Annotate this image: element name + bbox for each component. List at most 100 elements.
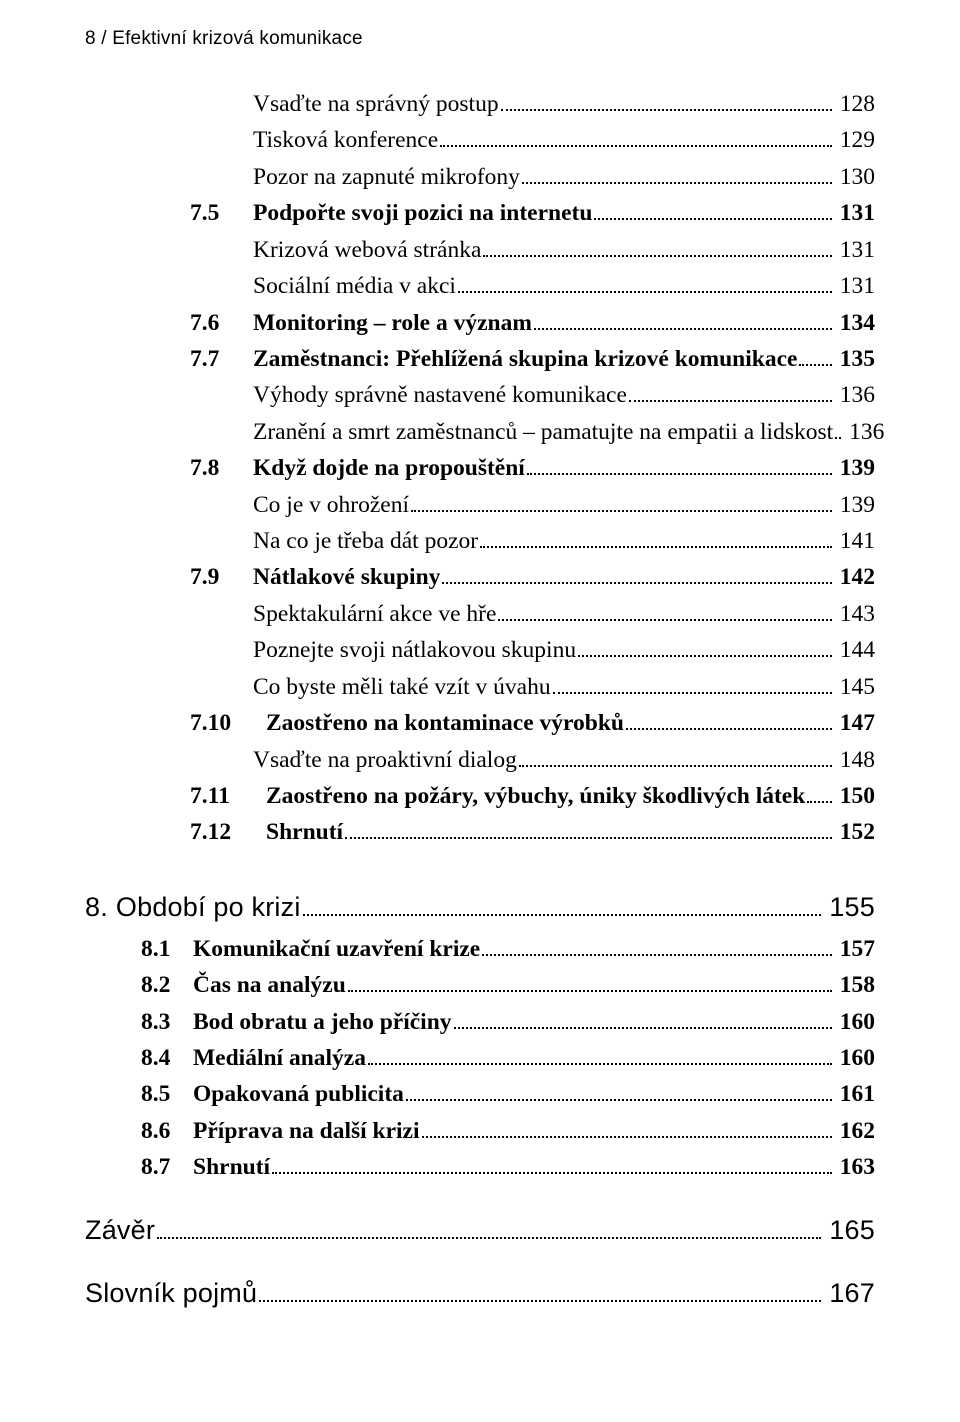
toc-leader [483,242,831,257]
toc-leader [348,977,832,992]
toc-page: 136 [836,377,875,413]
toc-title: Komunikační uzavření krize [193,931,480,967]
toc-page: 157 [836,931,875,967]
toc-leader [527,460,832,475]
toc-number: 8.6 [141,1113,193,1149]
toc-page: 128 [836,86,875,122]
toc-leader [626,715,832,730]
toc-leader [501,96,832,111]
toc-title: Vsaďte na proaktivní dialog [253,742,517,778]
toc-title: Zaměstnanci: Přehlížená skupina krizové … [253,341,797,377]
toc-entry: Co byste měli také vzít v úvahu 145 [85,669,875,705]
toc-leader [799,351,831,366]
toc-page: 129 [836,122,875,158]
running-header: 8 / Efektivní krizová komunikace [85,28,875,50]
toc-title: Nátlakové skupiny [253,559,440,595]
toc-title: Když dojde na propouštění [253,450,525,486]
toc-leader [519,752,832,767]
toc-page: 165 [825,1212,875,1250]
toc-title: Shrnutí [193,1149,270,1185]
toc-page: 131 [836,232,875,268]
toc-leader [458,278,832,293]
toc-title: Podpořte svoji pozici na internetu [253,195,592,231]
toc-page: 145 [836,669,875,705]
toc-leader [442,570,831,585]
toc-number: 8.1 [141,931,193,967]
toc-leader [594,205,831,220]
toc-page: 155 [825,889,875,927]
toc-number: 7.8 [190,450,253,486]
toc-entry: 7.9Nátlakové skupiny 142 [85,559,875,595]
toc-page: 135 [836,341,875,377]
toc-leader [157,1222,821,1239]
toc-leader [482,941,832,956]
toc-number: 8.4 [141,1040,193,1076]
toc-page: 167 [825,1275,875,1313]
toc-number: 7.11 [190,778,266,814]
toc-title: Zaostřeno na požáry, výbuchy, úniky škod… [266,778,805,814]
toc-entry: 8.1Komunikační uzavření krize 157 [85,931,875,967]
toc-leader [629,387,832,402]
toc-leader [259,1286,821,1303]
toc-page: 152 [836,814,875,850]
document-page: 8 / Efektivní krizová komunikace Vsaďte … [0,0,960,1422]
toc-entry: 7.6Monitoring – role a význam134 [85,305,875,341]
toc-entry: Vsaďte na správný postup 128 [85,86,875,122]
toc-entry: Sociální média v akci131 [85,268,875,304]
toc-page: 162 [836,1113,875,1149]
toc-entry: Poznejte svoji nátlakovou skupinu 144 [85,632,875,668]
toc-title: Krizová webová stránka [253,232,481,268]
toc-page: 144 [836,632,875,668]
toc-number: 7.5 [190,195,253,231]
toc-entry: 8.6Příprava na další krizi162 [85,1113,875,1149]
toc-leader [578,642,832,657]
toc-entry: Závěr165 [85,1212,875,1250]
toc-title: Zranění a smrt zaměstnanců – pamatujte n… [253,414,833,450]
toc-entry: Tisková konference 129 [85,122,875,158]
toc-title: Poznejte svoji nátlakovou skupinu [253,632,576,668]
toc-leader [807,788,831,803]
toc-page: 142 [836,559,875,595]
toc-number: 8.2 [141,967,193,1003]
toc-title: Na co je třeba dát pozor [253,523,478,559]
toc-entry: 7.8Když dojde na propouštění139 [85,450,875,486]
toc-title: Období po krizi [116,889,301,927]
toc-title: Tisková konference [253,122,438,158]
toc-page: 131 [836,195,875,231]
toc-page: 139 [836,487,875,523]
toc-page: 161 [836,1076,875,1112]
toc-page: 158 [836,967,875,1003]
toc-page: 150 [836,778,875,814]
toc-page: 160 [836,1004,875,1040]
toc-title: Co byste měli také vzít v úvahu [253,669,551,705]
toc-leader [422,1123,832,1138]
toc-title: Vsaďte na správný postup [253,86,499,122]
toc-leader [406,1086,832,1101]
toc-entry: Pozor na zapnuté mikrofony130 [85,159,875,195]
toc-leader [272,1159,832,1174]
toc-title: Opakovaná publicita [193,1076,404,1112]
toc-entry: Co je v ohrožení139 [85,487,875,523]
toc-leader [454,1014,832,1029]
toc-entry: Výhody správně nastavené komunikace136 [85,377,875,413]
toc-number: 7.9 [190,559,253,595]
toc-leader [411,497,832,512]
toc-number: 7.7 [190,341,253,377]
toc-entry: 8.3Bod obratu a jeho příčiny 160 [85,1004,875,1040]
toc-page: 148 [836,742,875,778]
toc-page: 131 [836,268,875,304]
toc-title: Monitoring – role a význam [253,305,532,341]
toc-entry: 7.7Zaměstnanci: Přehlížená skupina krizo… [85,341,875,377]
toc-number: 8.7 [141,1149,193,1185]
toc-title: Shrnutí [266,814,343,850]
toc-entry: 8.Období po krizi155 [85,889,875,927]
toc-page: 160 [836,1040,875,1076]
toc-leader [303,899,822,916]
toc-entry: Krizová webová stránka 131 [85,232,875,268]
toc-title: Slovník pojmů [85,1275,257,1313]
toc-leader [440,133,832,148]
toc-number: 8.3 [141,1004,193,1040]
toc-title: Zaostřeno na kontaminace výrobků [266,705,624,741]
toc-title: Bod obratu a jeho příčiny [193,1004,452,1040]
toc-page: 147 [836,705,875,741]
